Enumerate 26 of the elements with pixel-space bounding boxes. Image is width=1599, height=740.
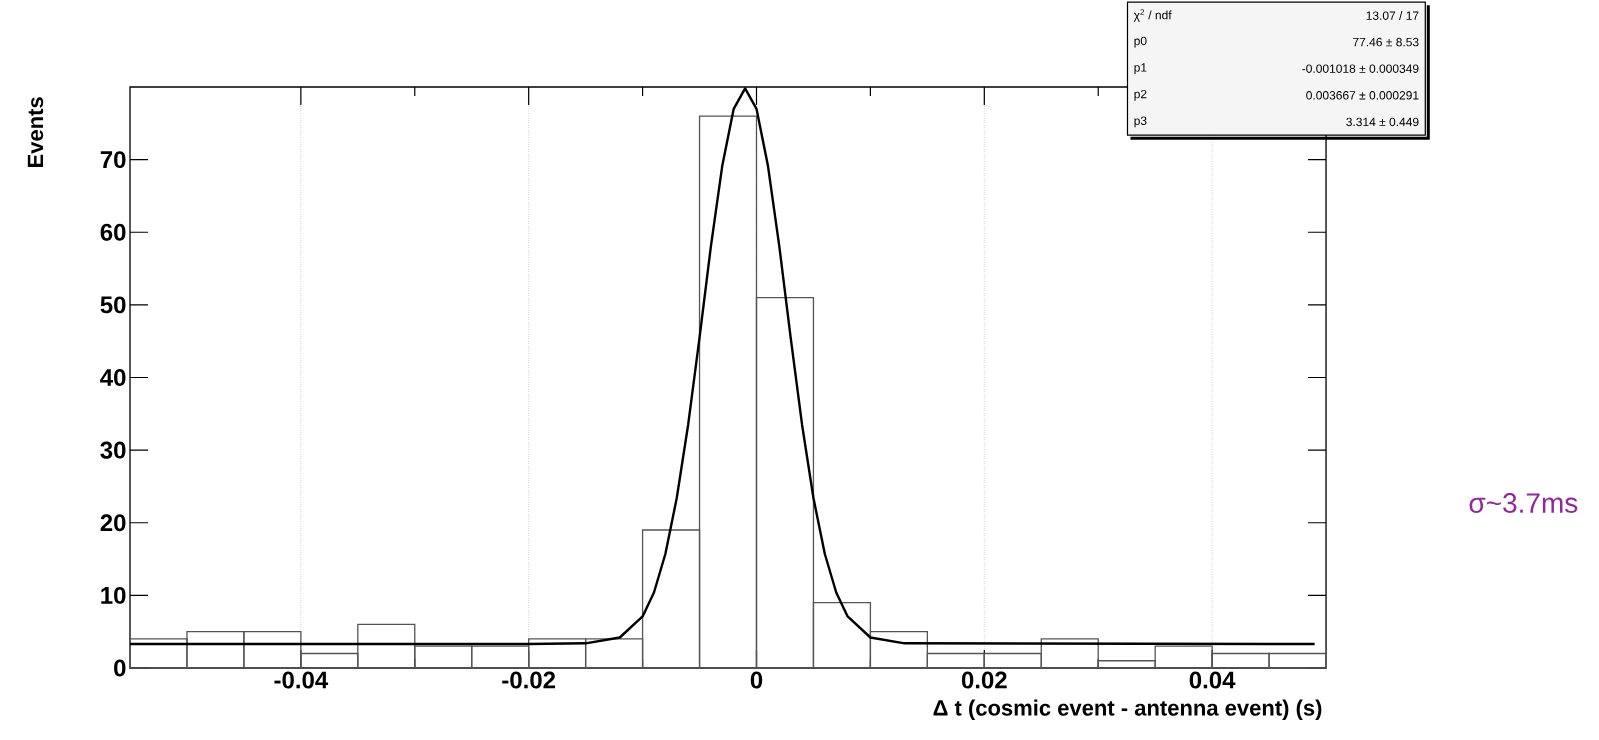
text: -0.001018 ± 0.000349 [1302, 64, 1419, 73]
y-axis-title: Events [27, 97, 44, 168]
y-tick-label: 0 [114, 659, 126, 677]
annotation: 0.003667 ± 0.000291 [1306, 91, 1419, 100]
text: p1 [1134, 63, 1147, 75]
annotation: p3 [1134, 116, 1147, 128]
text: p0 [1134, 36, 1147, 48]
y-tick-label: 60 [100, 223, 126, 241]
x-tick-label: 0.02 [961, 671, 1007, 689]
y-tick-label: 40 [100, 369, 126, 386]
y-tick-label: 50 [100, 296, 126, 314]
y-tick-label: 30 [100, 441, 126, 459]
y-tick-label: 10 [101, 586, 126, 604]
text: σ~3.7ms [1469, 493, 1578, 513]
text: 3.314 ± 0.449 [1346, 117, 1419, 127]
x-tick-label: 0 [750, 671, 763, 689]
text: χ$^{2}$ / ndf [1133, 9, 1172, 22]
annotation: p2 [1134, 89, 1147, 101]
x-tick-label: 0.04 [1189, 671, 1236, 689]
x-tick-label: -0.02 [502, 671, 556, 689]
text: 13.07 / 17 [1366, 11, 1419, 20]
text: 77.46 ± 8.53 [1353, 37, 1419, 47]
x-axis-title: Δ t (cosmic event - antenna event) (s) [933, 699, 1322, 721]
y-tick-label: 70 [100, 151, 126, 169]
x-tick-label: -0.04 [274, 671, 329, 689]
y-tick-label: 20 [100, 514, 126, 532]
